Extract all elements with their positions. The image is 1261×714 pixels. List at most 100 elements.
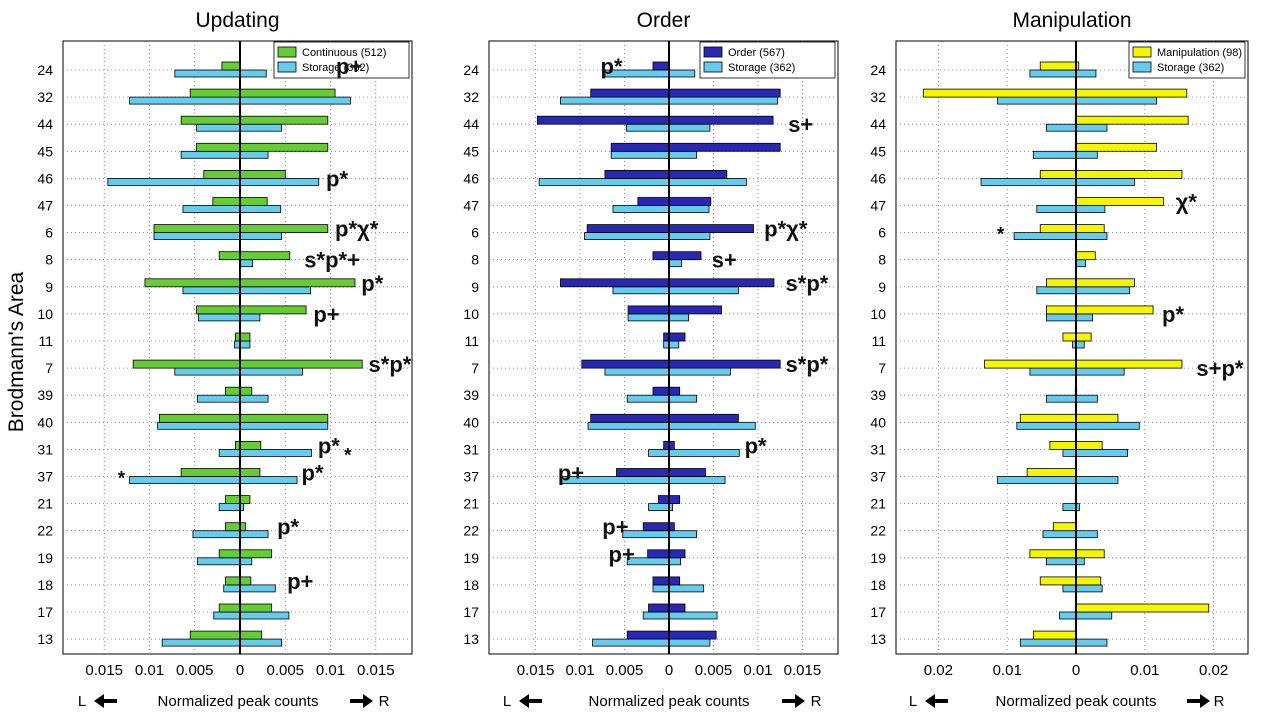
bar-primary-37 bbox=[616, 468, 706, 477]
x-axis-right-letter: R bbox=[811, 693, 822, 710]
category-label: 39 bbox=[870, 387, 886, 403]
significance-annotation: p* bbox=[1162, 302, 1184, 327]
y-axis-label: Brodmann's Area bbox=[5, 271, 28, 432]
x-tick-label: 0 bbox=[665, 662, 673, 679]
bar-storage-40 bbox=[1016, 421, 1140, 430]
category-label: 7 bbox=[878, 360, 886, 376]
significance-annotation: p* bbox=[277, 515, 299, 540]
legend-swatch bbox=[703, 61, 723, 73]
legend-swatch bbox=[703, 46, 723, 58]
bar-storage-11 bbox=[663, 340, 680, 349]
x-tick-label: 0.02 bbox=[1199, 662, 1228, 679]
bar-storage-8 bbox=[239, 259, 254, 268]
bar-primary-9 bbox=[1046, 278, 1135, 288]
bar-storage-6 bbox=[153, 232, 283, 241]
category-label: 10 bbox=[870, 306, 886, 322]
bar-primary-7 bbox=[581, 359, 781, 369]
category-label: 40 bbox=[870, 414, 886, 430]
category-label: 32 bbox=[37, 89, 53, 105]
bar-storage-46 bbox=[980, 177, 1135, 186]
bar-primary-17 bbox=[1074, 603, 1210, 613]
bar-primary-18 bbox=[1039, 576, 1102, 586]
category-label: 18 bbox=[463, 577, 479, 593]
bar-storage-13 bbox=[161, 638, 283, 647]
legend-swatch bbox=[1132, 61, 1152, 73]
bar-primary-45 bbox=[610, 142, 781, 152]
category-label: 46 bbox=[463, 170, 479, 186]
category-label: 21 bbox=[463, 496, 479, 512]
category-label: 47 bbox=[37, 198, 53, 214]
bar-storage-45 bbox=[180, 150, 269, 159]
category-label: 37 bbox=[870, 469, 886, 485]
bar-primary-32 bbox=[590, 88, 781, 98]
significance-annotation: s+p* bbox=[1196, 356, 1244, 381]
category-label: 11 bbox=[871, 333, 886, 349]
bar-storage-9 bbox=[182, 286, 312, 295]
significance-annotation: s*p* bbox=[369, 352, 412, 377]
chart-title: Order bbox=[637, 9, 691, 32]
category-label: 39 bbox=[37, 387, 53, 403]
category-label: 21 bbox=[37, 496, 53, 512]
category-label: 31 bbox=[463, 441, 479, 457]
arrow-left-icon bbox=[94, 694, 117, 708]
x-axis-label-order: L Normalized peak counts R bbox=[503, 693, 822, 710]
significance-annotation: p* bbox=[601, 54, 623, 79]
bar-storage-8 bbox=[668, 259, 682, 268]
legend-swatch bbox=[277, 46, 297, 58]
bar-primary-22 bbox=[642, 522, 675, 532]
category-label: 45 bbox=[463, 143, 479, 159]
significance-annotation: s+ bbox=[712, 248, 737, 273]
bar-storage-31 bbox=[1062, 448, 1128, 457]
x-tick-label: 0.015 bbox=[357, 662, 395, 679]
bar-storage-9 bbox=[1036, 286, 1131, 295]
category-label: 17 bbox=[463, 604, 479, 620]
significance-annotation: p+ bbox=[558, 461, 584, 486]
x-tick-label: 0.02 bbox=[924, 662, 953, 679]
significance-annotation: p+ bbox=[287, 569, 313, 594]
significance-annotation: χ* bbox=[1176, 190, 1198, 215]
x-axis-right-letter: R bbox=[379, 693, 390, 710]
bar-storage-22 bbox=[1042, 530, 1098, 539]
chart-title: Manipulation bbox=[1012, 9, 1131, 32]
bar-storage-11 bbox=[234, 340, 251, 349]
x-tick-label: 0.015 bbox=[517, 662, 555, 679]
bar-primary-40 bbox=[1019, 413, 1119, 423]
chart-title: Updating bbox=[195, 9, 279, 32]
category-label: 39 bbox=[463, 387, 479, 403]
x-tick-label: 0.015 bbox=[85, 662, 123, 679]
arrow-right-icon bbox=[350, 694, 373, 708]
bar-primary-37 bbox=[1026, 468, 1078, 477]
bar-primary-18 bbox=[652, 576, 681, 586]
bar-primary-7 bbox=[984, 359, 1183, 369]
panel-manipulation: 24 32 44 45 46 47 6 8 9 10 11 7 39 40 31 37 21 22 19 18 17 13… bbox=[870, 9, 1249, 679]
bar-primary-10 bbox=[1046, 305, 1154, 315]
category-label: 6 bbox=[45, 225, 53, 241]
category-label: 37 bbox=[463, 469, 479, 485]
x-tick-label: 0.015 bbox=[784, 662, 822, 679]
bar-storage-47 bbox=[1036, 205, 1106, 213]
bar-storage-13 bbox=[1019, 638, 1108, 647]
x-axis-left-letter: L bbox=[503, 693, 511, 710]
category-label: 13 bbox=[870, 631, 886, 647]
bar-primary-32 bbox=[922, 88, 1188, 98]
bar-primary-21 bbox=[225, 495, 251, 505]
category-label: 31 bbox=[37, 441, 53, 457]
bar-storage-40 bbox=[157, 421, 329, 430]
panel-order: 24 32 44 45 46 47 6 8 9 10 11 7 39 40 31 37 21 22 19 18 17 13… bbox=[463, 9, 839, 679]
x-axis-label-manipulation: L Normalized peak counts R bbox=[909, 693, 1225, 710]
bar-storage-17 bbox=[213, 611, 290, 620]
arrow-left-icon bbox=[925, 694, 948, 708]
legend-entry: Storage (362) bbox=[302, 62, 369, 74]
bar-storage-22 bbox=[192, 530, 269, 539]
x-tick-label: 0.005 bbox=[606, 662, 644, 679]
category-label: 47 bbox=[463, 198, 479, 214]
significance-annotation: p* bbox=[318, 433, 340, 458]
panel-updating: 24 32 44 45 46 47 6 8 9 10 11 7 39 40 31 37 21 22 19 18 17 13… bbox=[37, 9, 413, 679]
bar-primary-11 bbox=[1062, 332, 1092, 342]
bar-primary-46 bbox=[1039, 169, 1183, 179]
bar-storage-7 bbox=[174, 367, 303, 376]
bar-primary-7 bbox=[132, 359, 363, 369]
significance-annotation: p+ bbox=[313, 302, 339, 327]
bar-storage-6 bbox=[584, 232, 711, 241]
significance-annotation: p* bbox=[361, 271, 383, 296]
